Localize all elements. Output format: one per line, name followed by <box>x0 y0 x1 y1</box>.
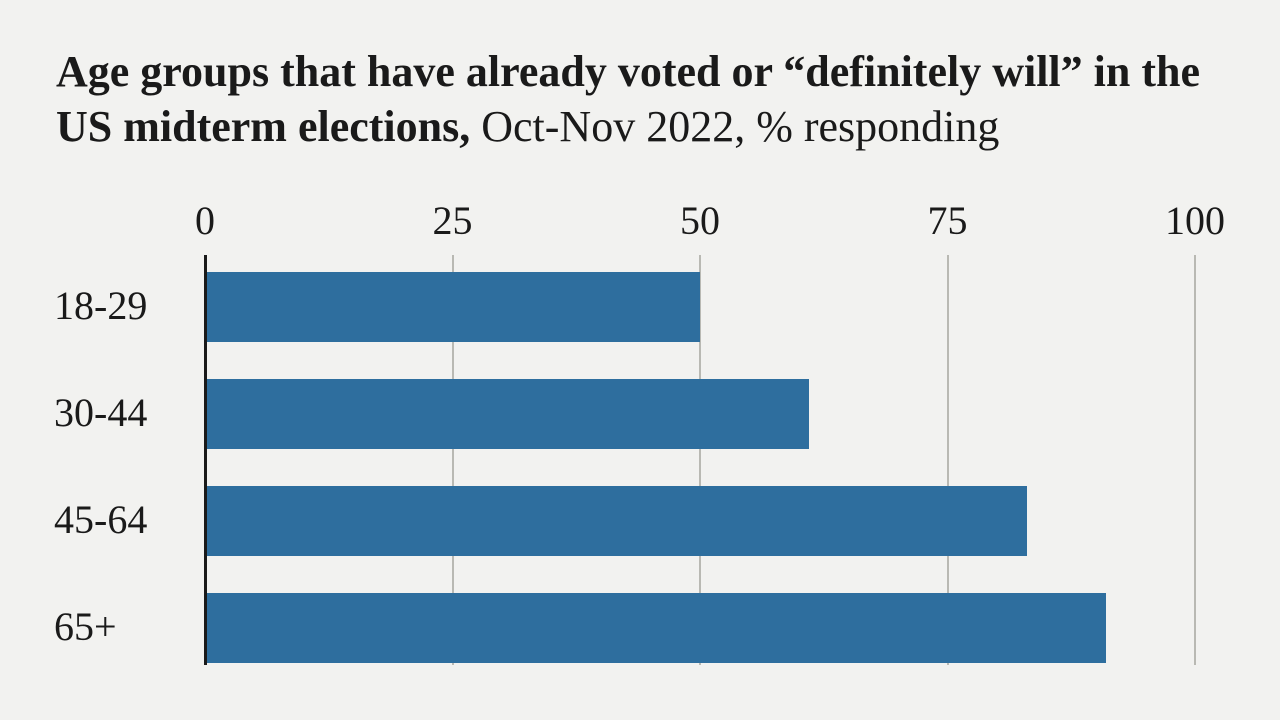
x-tick-label: 25 <box>433 197 473 244</box>
x-tick-label: 100 <box>1165 197 1225 244</box>
chart-canvas: Age groups that have already voted or “d… <box>0 0 1280 720</box>
bar <box>207 593 1106 663</box>
category-label: 18-29 <box>54 282 147 329</box>
category-label: 30-44 <box>54 389 147 436</box>
bar <box>207 486 1027 556</box>
y-axis-line <box>204 255 207 665</box>
x-tick-label: 0 <box>195 197 215 244</box>
x-tick-label: 50 <box>680 197 720 244</box>
x-tick-label: 75 <box>928 197 968 244</box>
bar <box>207 272 700 342</box>
bar <box>207 379 809 449</box>
category-label: 45-64 <box>54 496 147 543</box>
category-label: 65+ <box>54 603 117 650</box>
chart-plot-area: 0 25 50 75 100 18-29 30-44 45-64 65+ <box>0 0 1280 720</box>
gridline <box>1194 255 1196 665</box>
